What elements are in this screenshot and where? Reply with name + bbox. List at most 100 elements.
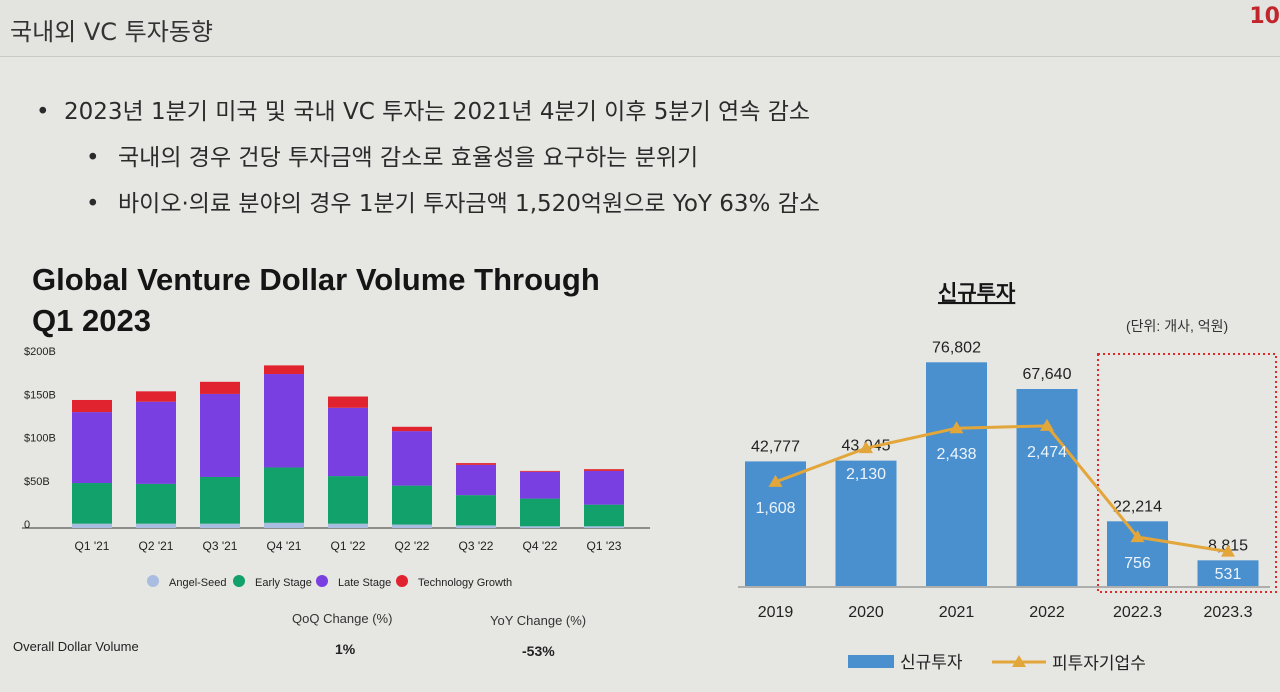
- new-investment-chart: 신규투자 (단위: 개사, 억원) 42,77743,04576,80267,6…: [738, 282, 1277, 673]
- chart1-bar-segment: [136, 391, 176, 402]
- chart2-bar: [1197, 560, 1259, 586]
- chart2-x-tick-label: 2019: [758, 604, 794, 621]
- chart1-bar-segment: [264, 522, 304, 528]
- chart1-bar-segment: [136, 401, 176, 484]
- chart1-y-tick-label: $200B: [24, 346, 56, 358]
- chart1-bar-segment: [456, 495, 496, 526]
- chart2-line-marker: [768, 474, 783, 487]
- bullet-dot-icon: •: [86, 145, 100, 171]
- chart1-x-tick-label: Q2 '21: [139, 539, 174, 553]
- chart1-legend-label: Late Stage: [338, 577, 391, 589]
- chart1-title-line2: Q1 2023: [32, 303, 151, 338]
- chart1-bar-segment: [584, 469, 624, 471]
- bullet-sub-2-text: 바이오·의료 분야의 경우 1분기 투자금액 1,520억원으로 YoY 63%…: [118, 191, 821, 217]
- chart2-line-marker: [1221, 544, 1235, 557]
- triangle-marker-icon: [1012, 655, 1026, 667]
- chart1-bar-segment: [520, 526, 560, 528]
- chart1-bar-segment: [72, 399, 112, 413]
- chart1-y-tick-label: 0: [24, 519, 30, 531]
- chart2-line-marker: [859, 441, 873, 454]
- chart2-x-tick-label: 2022: [1029, 604, 1065, 621]
- chart1-x-tick-label: Q4 '21: [267, 539, 302, 553]
- chart2-bar: [1016, 388, 1078, 586]
- chart1-bar-segment: [392, 524, 432, 528]
- chart2-line-value-label: 2,130: [846, 466, 886, 483]
- bullet-dot-icon: •: [86, 191, 100, 217]
- chart2-line-marker: [1130, 530, 1145, 543]
- chart1-bar-segment: [584, 504, 624, 527]
- chart2-title: 신규투자: [938, 282, 1016, 305]
- chart2-series-line: [774, 424, 1229, 554]
- chart1-title-line1: Global Venture Dollar Volume Through: [32, 262, 600, 297]
- chart2-legend: 신규투자 피투자기업수: [848, 653, 1146, 673]
- bullet-sub-1-text: 국내의 경우 건당 투자금액 감소로 효율성을 요구하는 분위기: [118, 145, 699, 171]
- chart1-x-tick-label: Q2 '22: [395, 539, 430, 553]
- chart2-bar-value-label: 42,777: [751, 438, 800, 455]
- chart1-x-tick-label: Q1 '21: [75, 539, 110, 553]
- chart1-bar-segment: [328, 407, 368, 477]
- chart1-y-tick-label: $100B: [24, 433, 56, 445]
- legend-line-label: 피투자기업수: [1052, 654, 1146, 673]
- slide-header: 국내외 VC 투자동향 10: [0, 0, 1280, 57]
- change-table: QoQ Change (%) YoY Change (%) Overall Do…: [13, 611, 586, 659]
- chart2-bar-value-label: 67,640: [1023, 366, 1072, 383]
- chart1-legend-swatch: [233, 575, 245, 587]
- chart1-x-tick-label: Q3 '21: [203, 539, 238, 553]
- chart2-x-tick-label: 2022.3: [1113, 604, 1162, 621]
- chart2-line: 1,608 2,130 2,438 2,474 756 531: [755, 418, 1242, 583]
- global-venture-chart: Global Venture Dollar Volume Through Q1 …: [13, 262, 650, 659]
- chart2-bar: [926, 362, 987, 586]
- chart1-bar-segment: [328, 476, 368, 524]
- chart1-bar-segment: [72, 523, 112, 528]
- chart1-bar-segment: [200, 381, 240, 394]
- chart2-x-ticks: 2019 2020 2021 2022 2022.3 2023.3: [758, 604, 1253, 621]
- chart1-bar-segment: [328, 396, 368, 408]
- chart1-bar-segment: [264, 374, 304, 468]
- chart1-bar-segment: [136, 483, 176, 524]
- qoq-value: 1%: [335, 641, 356, 657]
- yoy-header: YoY Change (%): [490, 613, 586, 628]
- chart1-bar-segment: [584, 470, 624, 505]
- chart2-line-value-label: 2,474: [1027, 444, 1067, 461]
- chart1-bar-segment: [584, 526, 624, 528]
- chart1-legend-label: Early Stage: [255, 577, 312, 589]
- chart1-bar-segment: [200, 523, 240, 528]
- chart2-line-marker: [949, 421, 964, 434]
- chart1-legend-label: Technology Growth: [418, 577, 512, 589]
- chart2-line-value-label: 1,608: [755, 500, 795, 517]
- chart1-x-tick-label: Q1 '23: [587, 539, 622, 553]
- chart1-bar-segment: [264, 467, 304, 523]
- chart1-x-tick-label: Q3 '22: [459, 539, 494, 553]
- page-number: 10: [1249, 4, 1280, 29]
- chart1-bar-segment: [520, 470, 560, 472]
- chart1-bar-segment: [200, 476, 240, 524]
- chart2-unit-note: (단위: 개사, 억원): [1126, 318, 1228, 334]
- chart1-legend-label: Angel-Seed: [169, 577, 227, 589]
- chart1-legend-swatch: [147, 575, 159, 587]
- chart1-bar-segment: [456, 463, 496, 465]
- chart1-bar-segment: [392, 485, 432, 525]
- yoy-value: -53%: [522, 643, 555, 659]
- chart1-legend-swatch: [396, 575, 408, 587]
- bullet-sub-2: • 바이오·의료 분야의 경우 1분기 투자금액 1,520억원으로 YoY 63…: [86, 184, 820, 218]
- bullet-dot-icon: •: [36, 99, 50, 125]
- chart1-bar-segment: [392, 426, 432, 432]
- chart2-line-value-label: 531: [1215, 566, 1242, 583]
- slide-title: 국내외 VC 투자동향: [10, 18, 213, 46]
- bullet-main: • 2023년 1분기 미국 및 국내 VC 투자는 2021년 4분기 이후 5…: [36, 92, 810, 126]
- chart1-bar-segment: [72, 412, 112, 484]
- chart1-bar-segment: [456, 464, 496, 496]
- chart2-line-value-label: 2,438: [936, 446, 976, 463]
- chart1-bar-segment: [456, 525, 496, 528]
- chart1-bar-segment: [200, 393, 240, 477]
- chart2-bar: [835, 460, 897, 586]
- chart2-line-value-label: 756: [1124, 555, 1151, 572]
- chart1-x-tick-label: Q4 '22: [523, 539, 558, 553]
- chart1-y-tick-label: $50B: [24, 476, 50, 488]
- chart1-bar-segment: [264, 365, 304, 375]
- bullet-main-text: 2023년 1분기 미국 및 국내 VC 투자는 2021년 4분기 이후 5분…: [64, 99, 811, 125]
- chart1-legend: Angel-Seed Early Stage Late Stage Technolog…: [147, 575, 512, 589]
- chart2-x-tick-label: 2020: [848, 604, 884, 621]
- charts-canvas: Global Venture Dollar Volume Through Q1 …: [13, 262, 1277, 673]
